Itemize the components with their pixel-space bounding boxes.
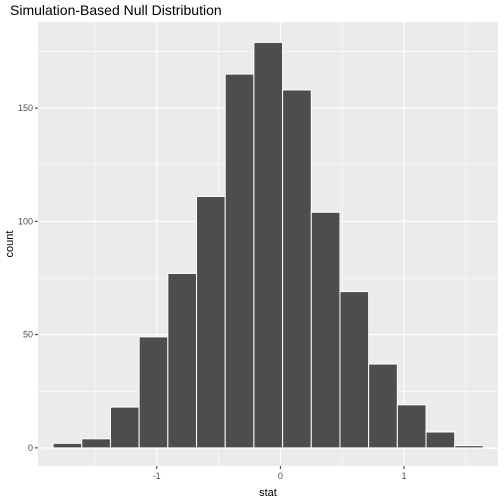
x-axis: -1 0 1 [153,466,407,481]
y-tick-label: 150 [18,103,33,113]
histogram-bar [109,406,140,449]
histogram-bar [396,404,427,449]
histogram-bar [81,438,111,449]
histogram-bar [167,272,198,449]
histogram-bar [224,73,255,449]
x-axis-title: stat [259,487,277,499]
histogram-bar [282,89,312,449]
x-tick-label: -1 [153,471,161,481]
chart-title: Simulation-Based Null Distribution [10,2,222,18]
histogram-bar [368,363,398,449]
histogram-bar [310,211,341,449]
histogram-bar [138,336,169,449]
histogram-bar [454,445,484,449]
y-tick-label: 0 [28,443,33,453]
y-tick-label: 50 [23,330,33,340]
histogram-bar [52,442,83,449]
histogram-bar [339,291,370,449]
histogram-bar [425,431,456,449]
x-tick-label: 0 [278,471,283,481]
histogram-bar [253,41,284,449]
histogram-bars [52,41,504,449]
histogram-bar [196,195,226,449]
y-tick-label: 100 [18,216,33,226]
x-tick-label: 1 [402,471,407,481]
y-axis: 0 50 100 150 [18,103,38,453]
y-axis-title: count [4,231,16,258]
histogram-bar [482,447,504,449]
